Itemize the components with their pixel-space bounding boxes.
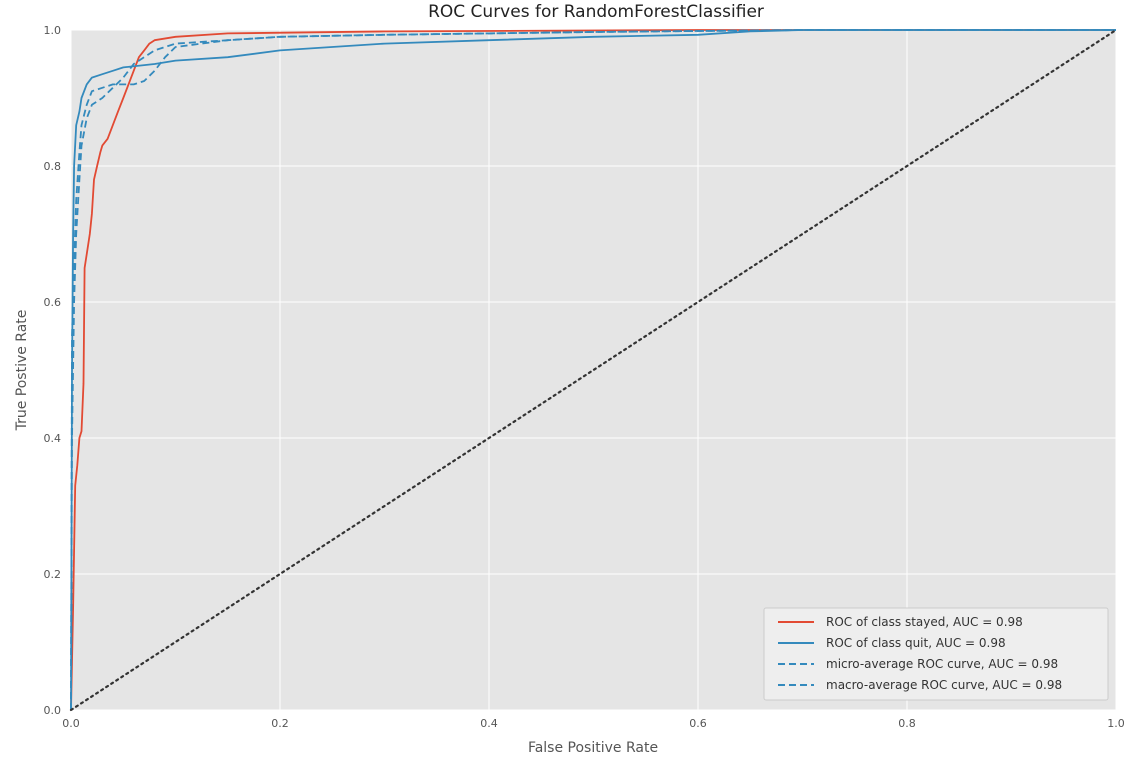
series-line-1 [70,29,1116,711]
y-tick-label: 0.4 [44,432,62,445]
y-tick-label: 0.0 [44,704,62,717]
chance-line [69,28,1118,712]
legend-entry: macro-average ROC curve, AUC = 0.98 [826,678,1062,692]
y-tick-label: 0.2 [44,568,62,581]
grid-lines [70,29,1117,711]
x-axis-label: False Positive Rate [528,740,658,756]
x-tick-label: 0.4 [480,717,498,730]
x-tick-label: 0.6 [689,717,707,730]
y-tick-label: 0.8 [44,160,62,173]
series-line-0 [70,29,1116,711]
series-layer [69,28,1118,712]
series-line-3 [70,29,1116,711]
y-tick-label: 1.0 [44,24,62,37]
x-tick-label: 0.2 [271,717,289,730]
x-axis-ticks: 0.0 0.2 0.4 0.6 0.8 1.0 [62,717,1125,730]
legend: ROC of class stayed, AUC = 0.98 ROC of cl… [763,607,1109,701]
legend-entry: micro-average ROC curve, AUC = 0.98 [826,657,1058,671]
x-tick-label: 1.0 [1107,717,1125,730]
chart-title: ROC Curves for RandomForestClassifier [428,2,764,22]
y-axis-label: True Postive Rate [14,310,30,432]
legend-entry: ROC of class stayed, AUC = 0.98 [826,615,1023,629]
y-tick-label: 0.6 [44,296,62,309]
legend-box [763,607,1109,701]
x-tick-label: 0.8 [898,717,916,730]
y-axis-ticks: 0.0 0.2 0.4 0.6 0.8 1.0 [44,24,62,717]
legend-entry: ROC of class quit, AUC = 0.98 [826,636,1006,650]
x-tick-label: 0.0 [62,717,80,730]
